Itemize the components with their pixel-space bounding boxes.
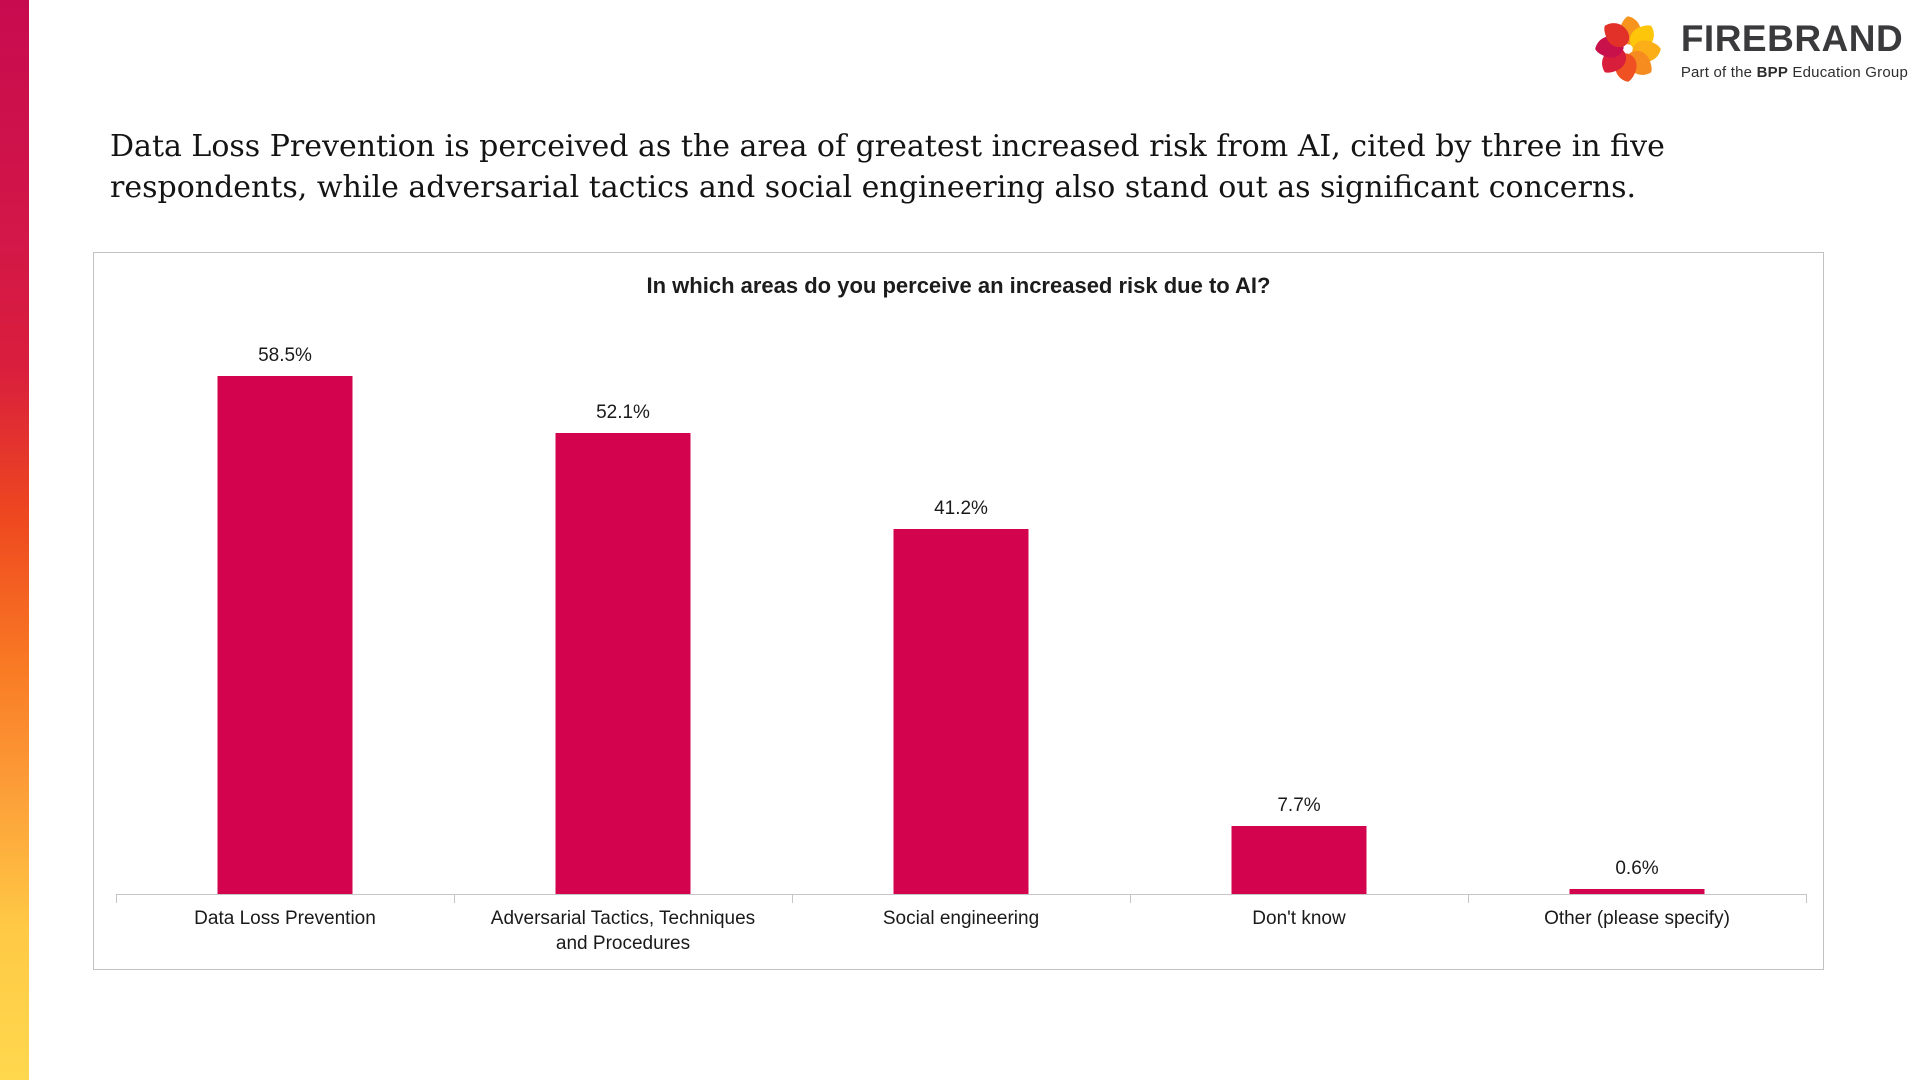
category-label: Adversarial Tactics, Techniques and Proc…: [490, 908, 756, 954]
chart-bar: [893, 529, 1029, 894]
plot-area: 58.5% Data Loss Prevention 52.1% Adversaria…: [116, 253, 1807, 969]
bar-value-label: 7.7%: [1277, 795, 1321, 816]
chart-bar: [217, 376, 353, 894]
slide-headline: Data Loss Prevention is perceived as the…: [110, 129, 1665, 205]
chart-column: 7.7% Don't know: [1130, 253, 1468, 969]
brand-tagline: Part of the BPP Education Group: [1680, 63, 1908, 81]
bar-value-label: 58.5%: [258, 345, 312, 366]
chart-column: 0.6% Other (please specify): [1468, 253, 1806, 969]
axis-tick: [1468, 894, 1469, 903]
bar-value-label: 0.6%: [1615, 858, 1659, 879]
brand-gradient-strip: [0, 0, 29, 1080]
axis-tick: [1130, 894, 1131, 903]
category-label: Social engineering: [882, 908, 1040, 929]
bar-value-label: 52.1%: [596, 402, 650, 423]
firebrand-logo: FIREBRAND Part of the BPP Education Grou…: [1587, 8, 1908, 90]
axis-tick: [454, 894, 455, 903]
category-label: Other (please specify): [1544, 908, 1730, 929]
bar-value-label: 41.2%: [934, 498, 988, 519]
chart-bar: [555, 433, 691, 894]
category-label: Data Loss Prevention: [194, 908, 376, 929]
x-axis-line: [116, 894, 1806, 895]
axis-tick: [792, 894, 793, 903]
brand-name: FIREBRAND: [1680, 17, 1904, 59]
chart-title: In which areas do you perceive an increa…: [646, 273, 1271, 298]
chart-column: 52.1% Adversarial Tactics, Techniques and…: [454, 253, 792, 969]
chart-column: 58.5% Data Loss Prevention: [116, 253, 454, 969]
axis-tick: [1806, 894, 1807, 903]
firebrand-flame-icon: [1595, 16, 1661, 82]
chart-column: 41.2% Social engineering: [792, 253, 1130, 969]
chart-frame: In which areas do you perceive an increa…: [93, 252, 1824, 970]
flame-petals: [1595, 16, 1661, 82]
axis-tick: [116, 894, 117, 903]
chart-bar: [1231, 826, 1367, 894]
category-label: Don't know: [1252, 908, 1346, 929]
chart-bar: [1569, 889, 1705, 894]
